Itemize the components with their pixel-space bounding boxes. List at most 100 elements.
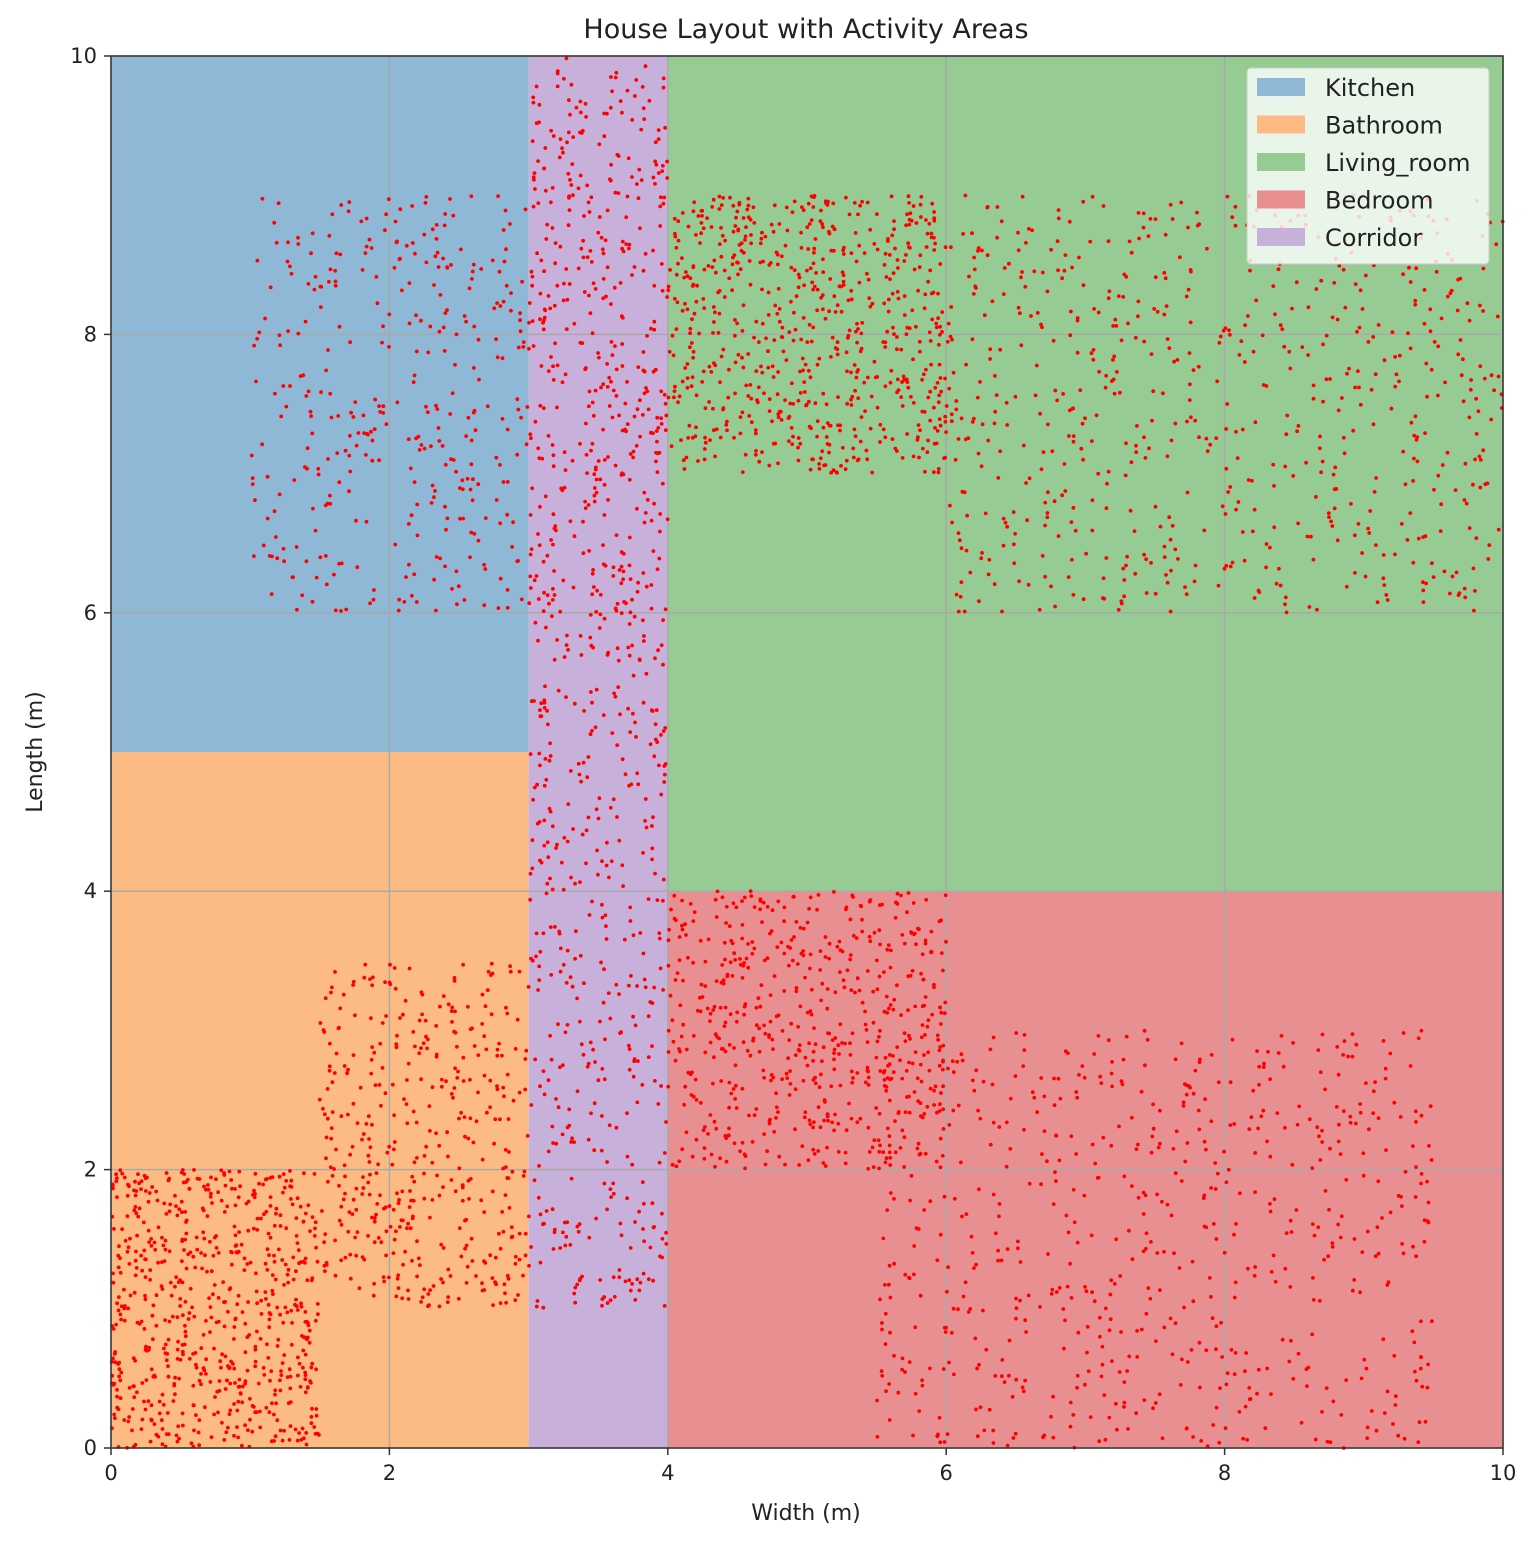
- data-point: [1060, 493, 1064, 498]
- data-point: [633, 1298, 638, 1302]
- data-point: [115, 1301, 119, 1306]
- data-point: [194, 1365, 199, 1370]
- data-point: [606, 991, 611, 995]
- data-point: [625, 88, 630, 93]
- data-point: [935, 381, 940, 385]
- data-point: [1148, 1296, 1153, 1301]
- data-point: [811, 457, 815, 462]
- data-point: [943, 376, 947, 381]
- data-point: [900, 456, 905, 460]
- data-point: [1481, 448, 1486, 453]
- data-point: [712, 1055, 716, 1060]
- data-point: [1046, 490, 1050, 495]
- data-point: [172, 1382, 177, 1386]
- data-point: [606, 650, 611, 655]
- data-point: [700, 380, 705, 384]
- data-point: [417, 1018, 422, 1023]
- data-point: [556, 1022, 560, 1027]
- data-point: [633, 94, 637, 98]
- data-point: [626, 156, 631, 161]
- data-point: [228, 1408, 233, 1413]
- data-point: [480, 1022, 485, 1026]
- data-point: [534, 1304, 539, 1309]
- data-point: [164, 1358, 169, 1363]
- data-point: [1216, 583, 1221, 588]
- data-point: [175, 1347, 180, 1352]
- data-point: [381, 404, 386, 409]
- data-point: [1458, 338, 1463, 342]
- data-point: [1228, 564, 1233, 569]
- data-point: [1367, 1127, 1371, 1132]
- data-point: [821, 307, 825, 312]
- data-point: [860, 1000, 865, 1005]
- data-point: [560, 380, 565, 385]
- data-point: [852, 363, 857, 367]
- data-point: [661, 76, 666, 81]
- data-point: [497, 269, 502, 274]
- data-point: [154, 1189, 159, 1194]
- y-tick-label: 0: [84, 1436, 97, 1460]
- data-point: [919, 1035, 924, 1040]
- data-point: [855, 1071, 860, 1075]
- data-point: [653, 722, 658, 727]
- data-point: [589, 1111, 593, 1116]
- data-point: [638, 931, 643, 935]
- data-point: [601, 713, 606, 717]
- data-point: [1026, 1293, 1031, 1298]
- data-point: [1192, 579, 1197, 584]
- data-point: [453, 362, 457, 367]
- data-point: [717, 207, 722, 211]
- data-point: [395, 1276, 400, 1281]
- data-point: [655, 470, 660, 474]
- data-point: [896, 388, 901, 392]
- data-point: [303, 319, 308, 324]
- data-point: [527, 1263, 531, 1268]
- data-point: [1280, 327, 1285, 331]
- data-point: [1141, 1190, 1146, 1195]
- data-point: [118, 1378, 123, 1383]
- data-point: [505, 588, 510, 592]
- data-point: [1185, 490, 1190, 495]
- data-point: [871, 1165, 876, 1169]
- data-point: [1365, 1436, 1370, 1440]
- data-point: [1108, 1292, 1113, 1297]
- data-point: [1217, 1440, 1222, 1445]
- data-point: [544, 1209, 549, 1213]
- data-point: [663, 726, 668, 730]
- data-point: [1268, 1209, 1273, 1214]
- data-point: [950, 520, 954, 525]
- data-point: [757, 1049, 762, 1054]
- data-point: [1225, 402, 1230, 406]
- data-point: [608, 805, 613, 810]
- data-point: [1352, 1278, 1357, 1282]
- data-point: [1299, 1420, 1304, 1425]
- data-point: [1018, 311, 1022, 316]
- data-point: [1183, 1159, 1188, 1164]
- data-point: [1169, 1213, 1174, 1218]
- data-point: [312, 1234, 317, 1238]
- data-point: [1116, 294, 1121, 298]
- data-point: [1090, 1290, 1094, 1295]
- data-point: [253, 1359, 258, 1364]
- data-point: [369, 1057, 374, 1062]
- data-point: [1105, 481, 1109, 486]
- data-point: [415, 533, 420, 538]
- data-point: [1320, 1140, 1325, 1144]
- data-point: [544, 777, 549, 782]
- data-point: [1386, 1280, 1391, 1285]
- data-point: [912, 1244, 917, 1248]
- data-point: [346, 1067, 350, 1072]
- data-point: [1045, 511, 1050, 515]
- data-point: [454, 469, 458, 474]
- data-point: [541, 609, 546, 613]
- data-point: [275, 556, 280, 561]
- data-point: [437, 1143, 442, 1148]
- data-point: [589, 448, 593, 453]
- data-point: [152, 1240, 157, 1245]
- data-point: [548, 809, 553, 814]
- data-point: [815, 419, 820, 423]
- data-point: [243, 1350, 248, 1355]
- data-point: [869, 394, 874, 399]
- data-point: [327, 1064, 332, 1069]
- data-point: [1416, 1440, 1421, 1445]
